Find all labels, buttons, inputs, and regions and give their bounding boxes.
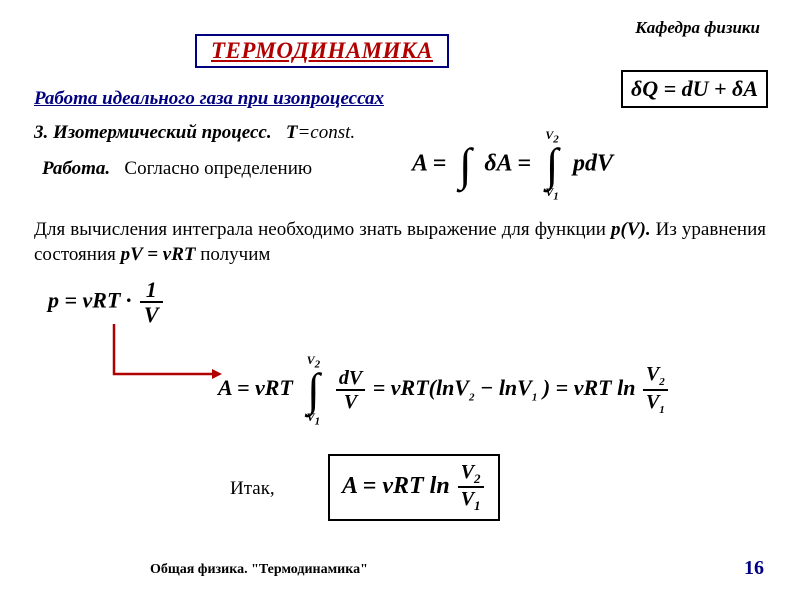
derivation-arrow-icon bbox=[108, 302, 228, 392]
para-t3: получим bbox=[195, 244, 270, 265]
vsub: 2 bbox=[659, 376, 665, 388]
para-fn: p(V). bbox=[611, 219, 651, 240]
limit-lower: V bbox=[307, 410, 315, 424]
derivation-eq: A = νRT V2 ∫ V1 dV V = νRT(lnV 2 − lnV 1 )… bbox=[218, 355, 670, 425]
eq-long-lhs: A = νRT bbox=[218, 375, 293, 400]
work-text: Согласно определению bbox=[124, 158, 312, 179]
department-label: Кафедра физики bbox=[635, 18, 760, 38]
frac-den: V1 bbox=[643, 391, 668, 416]
eq-lhs: A = bbox=[412, 151, 446, 177]
process-line: 3. Изотермический процесс. T=const. bbox=[34, 122, 355, 144]
vsub: 1 bbox=[474, 498, 481, 513]
explanation-paragraph: Для вычисления интеграла необходимо знат… bbox=[34, 218, 766, 267]
frac-num: 1 bbox=[140, 278, 163, 303]
frac-den: V1 bbox=[458, 488, 484, 513]
v: V bbox=[646, 391, 659, 413]
fraction: dV V bbox=[336, 368, 365, 413]
v: V bbox=[461, 488, 474, 510]
process-number: 3. bbox=[34, 122, 48, 143]
limit-lower-sub: 1 bbox=[315, 415, 321, 427]
eq-int1-body: δA = bbox=[484, 151, 531, 177]
therefore-label: Итак, bbox=[230, 478, 275, 500]
frac-num: dV bbox=[336, 368, 365, 391]
frac-den: V bbox=[336, 391, 365, 413]
v: V bbox=[461, 461, 474, 483]
fraction: V2 V1 bbox=[458, 462, 484, 513]
final-lhs: A = νRT ln bbox=[342, 473, 450, 499]
work-def-line: Работа. Согласно определению bbox=[42, 158, 312, 180]
section-subtitle: Работа идеального газа при изопроцессах bbox=[34, 88, 384, 110]
page-number: 16 bbox=[744, 557, 764, 580]
para-eq: pV = νRT bbox=[121, 244, 196, 265]
frac-num: V2 bbox=[458, 462, 484, 488]
title-box: ТЕРМОДИНАМИКА bbox=[195, 34, 449, 68]
process-cond-rest: =const. bbox=[297, 122, 355, 143]
frac-num: V2 bbox=[643, 364, 668, 391]
limit-lower-sub: 1 bbox=[553, 190, 559, 202]
v: V bbox=[646, 363, 659, 385]
page-title: ТЕРМОДИНАМИКА bbox=[211, 38, 433, 63]
work-label: Работа. bbox=[42, 158, 110, 179]
footer-course: Общая физика. "Термодинамика" bbox=[150, 562, 368, 578]
first-law-box: δQ = dU + δA bbox=[621, 70, 768, 108]
integral-icon: ∫ bbox=[452, 135, 478, 195]
work-integral-eq: A = ∫ δA = V2 ∫ V1 pdV bbox=[412, 130, 613, 200]
integral-icon: V2 ∫ V1 bbox=[298, 355, 328, 425]
vsub: 2 bbox=[474, 471, 481, 486]
integral-icon: V2 ∫ V1 bbox=[537, 130, 567, 200]
eq-long-mid: = νRT(lnV bbox=[373, 375, 469, 400]
vsub: 1 bbox=[659, 404, 665, 416]
process-cond-var: T bbox=[286, 122, 298, 143]
process-name: Изотермический процесс. bbox=[53, 122, 272, 143]
para-t1: Для вычисления интеграла необходимо знат… bbox=[34, 219, 611, 240]
eq-int2-body: pdV bbox=[573, 151, 613, 177]
fraction: V2 V1 bbox=[643, 364, 668, 416]
eq-long-mid2: − lnV bbox=[474, 375, 531, 400]
eq-long-mid3: ) = νRT ln bbox=[537, 375, 635, 400]
first-law-eq: δQ = dU + δA bbox=[631, 76, 758, 101]
final-result-box: A = νRT ln V2 V1 bbox=[328, 454, 500, 521]
